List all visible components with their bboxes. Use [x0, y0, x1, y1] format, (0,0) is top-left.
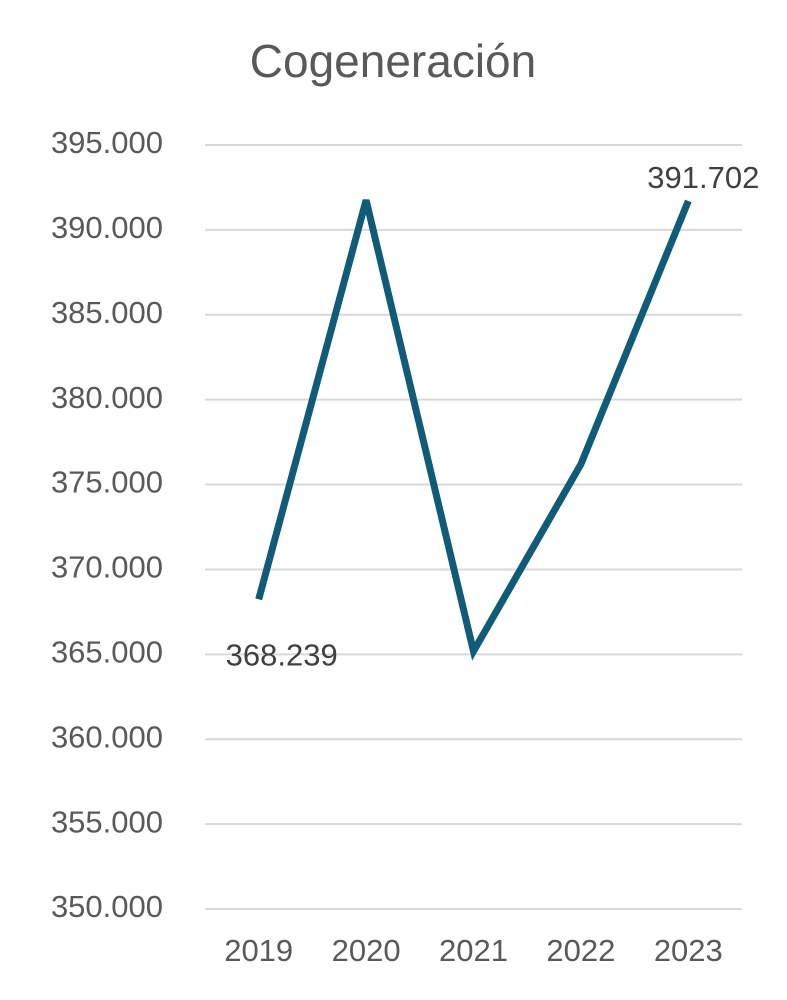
y-tick-label: 355.000	[51, 804, 163, 839]
y-tick-label: 395.000	[51, 125, 163, 160]
x-tick-label: 2022	[546, 933, 615, 968]
line	[255, 199, 692, 661]
y-tick-label: 390.000	[51, 210, 163, 245]
y-tick-label: 370.000	[51, 550, 163, 585]
x-tick-label: 2023	[654, 933, 723, 968]
y-tick-label: 375.000	[51, 465, 163, 500]
data-label: 391.702	[647, 160, 759, 195]
x-tick-label: 2019	[224, 933, 293, 968]
x-tick-label: 2020	[332, 933, 401, 968]
y-tick-label: 385.000	[51, 295, 163, 330]
y-tick-label: 360.000	[51, 719, 163, 754]
y-tick-label: 365.000	[51, 635, 163, 670]
chart-title: Cogeneración	[250, 35, 536, 87]
x-tick-label: 2021	[439, 933, 508, 968]
data-label: 368.239	[226, 638, 338, 673]
y-tick-label: 350.000	[51, 889, 163, 924]
y-tick-label: 380.000	[51, 380, 163, 415]
